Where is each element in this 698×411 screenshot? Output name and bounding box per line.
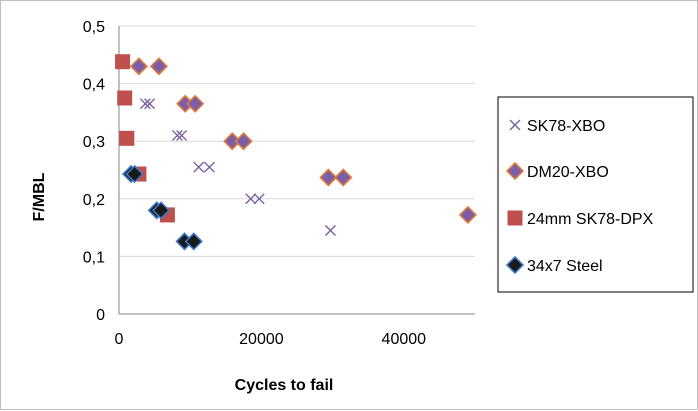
data-point-series-2 [334,168,353,187]
x-axis-title: Cycles to fail [235,377,334,394]
y-tick-label: 0 [96,307,105,324]
legend-label-1: SK78-XBO [527,118,605,135]
data-point-series-1 [245,193,257,205]
data-point-series-2 [186,94,205,113]
data-point-series-1 [253,193,265,205]
x-tick-label: 20000 [239,331,284,348]
x-tick-label: 40000 [382,331,427,348]
marker-stroke [193,161,205,173]
legend: SK78-XBO DM20-XBO 24mm SK78-DPX 34x7 Steel [497,96,694,293]
data-point-series-2 [149,57,169,76]
legend-box [497,96,694,293]
marker-stroke [203,161,215,173]
legend-label-3: 24mm SK78-DPX [527,211,654,228]
y-axis-title: F/MBL [31,172,48,221]
axes: 0 0,1 0,2 0,3 0,4 0,5 0 20000 40000 [83,19,475,348]
data-point-series-3 [119,130,135,146]
legend-label-2: DM20-XBO [527,164,609,181]
data-point-series-1 [324,224,336,236]
data-point-series-1 [203,161,215,173]
y-tick-label: 0,5 [83,19,105,36]
data-point-series-1 [171,129,183,141]
marker-stroke [176,129,188,141]
legend-marker-3 [507,210,523,226]
data-point-series-1 [193,161,205,173]
gridlines [119,25,475,257]
marker-stroke [509,119,521,131]
data-point-series-4 [151,201,171,220]
legend-marker-4 [505,255,525,275]
data-point-series-1 [176,129,188,141]
data-marks [115,54,478,251]
data-point-series-1 [144,98,156,110]
marker-stroke [144,98,156,110]
legend-marker-1 [509,119,521,131]
data-point-series-4 [125,164,144,184]
data-point-series-2 [129,57,149,76]
marker-stroke [324,224,336,236]
marker-stroke [245,193,257,205]
data-point-series-4 [184,232,203,251]
data-point-series-3 [115,54,131,70]
data-point-series-1 [139,98,151,110]
y-tick-label: 0,1 [83,249,105,266]
legend-marker-2 [505,161,525,181]
y-tick-label: 0,4 [83,77,105,94]
marker-stroke [139,98,151,110]
marker-stroke [171,129,183,141]
x-tick-label: 0 [115,331,124,348]
data-point-series-2 [458,205,478,225]
legend-label-4: 34x7 Steel [527,258,603,275]
data-point-series-2 [319,168,338,187]
y-tick-label: 0,2 [83,192,105,209]
data-point-series-3 [117,90,133,106]
data-point-series-2 [234,132,253,151]
y-tick-label: 0,3 [83,134,105,151]
marker-stroke [253,193,265,205]
